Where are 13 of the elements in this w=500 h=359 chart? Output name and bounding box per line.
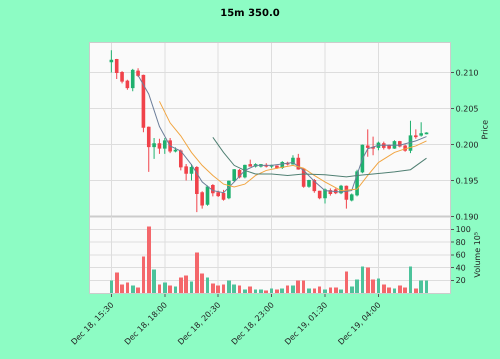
y-tick-label: 0.190 bbox=[456, 212, 479, 222]
y-tick-label: 40 bbox=[456, 263, 466, 272]
y-tick-label: 60 bbox=[456, 250, 466, 260]
y-tick-label: 20 bbox=[456, 276, 466, 286]
y-tick-label: 80 bbox=[456, 238, 466, 247]
y-tick-label: 0.200 bbox=[456, 140, 479, 150]
chart-title: 15m 350.0 bbox=[220, 8, 280, 19]
y-tick-label: 0.205 bbox=[456, 104, 479, 114]
y-tick-label: 0.210 bbox=[456, 68, 479, 78]
y-axis-title: Price bbox=[480, 120, 490, 140]
y-axis-title: Volume 10⁵ bbox=[472, 232, 482, 278]
y-tick-label: 0.195 bbox=[456, 176, 479, 186]
y-tick-label: 100 bbox=[456, 225, 471, 234]
